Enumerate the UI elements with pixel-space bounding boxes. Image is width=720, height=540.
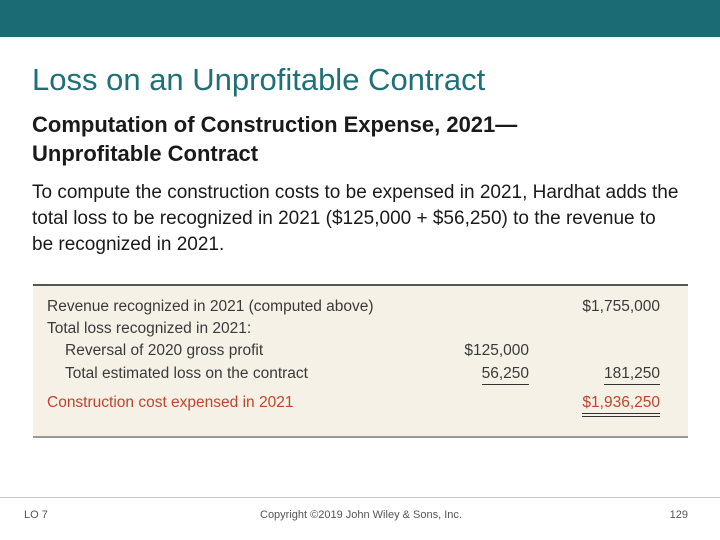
row-label: Total estimated loss on the contract — [65, 365, 308, 382]
row-label: Revenue recognized in 2021 (computed abo… — [47, 298, 374, 315]
header-bar — [0, 0, 720, 37]
footer-copyright: Copyright ©2019 John Wiley & Sons, Inc. — [260, 509, 462, 521]
row-total: $1,936,250 — [582, 394, 660, 417]
table-row: Construction cost expensed in 2021 $1,93… — [33, 394, 688, 417]
table-row: Total estimated loss on the contract 56,… — [33, 365, 688, 387]
row-label: Total loss recognized in 2021: — [47, 320, 252, 337]
slide-subtitle: Computation of Construction Expense, 202… — [32, 112, 518, 166]
footer-page: 129 — [669, 509, 688, 521]
table-row: Reversal of 2020 gross profit $125,000 — [33, 342, 688, 364]
row-total: 181,250 — [603, 365, 660, 385]
row-label: Reversal of 2020 gross profit — [65, 342, 264, 359]
footer-lo: LO 7 — [24, 509, 48, 521]
table-row: Revenue recognized in 2021 (computed abo… — [33, 298, 688, 320]
paragraph: To compute the construction costs to be … — [32, 182, 679, 255]
computation-table: Revenue recognized in 2021 (computed abo… — [33, 284, 688, 438]
slide-title: Loss on an Unprofitable Contract — [32, 62, 486, 97]
footer-line — [0, 497, 720, 498]
table-row: Total loss recognized in 2021: — [33, 320, 688, 342]
row-label: Construction cost expensed in 2021 — [47, 394, 294, 411]
row-amount: $125,000 — [464, 342, 529, 359]
row-total: $1,755,000 — [582, 298, 660, 315]
row-amount: 56,250 — [481, 365, 529, 385]
